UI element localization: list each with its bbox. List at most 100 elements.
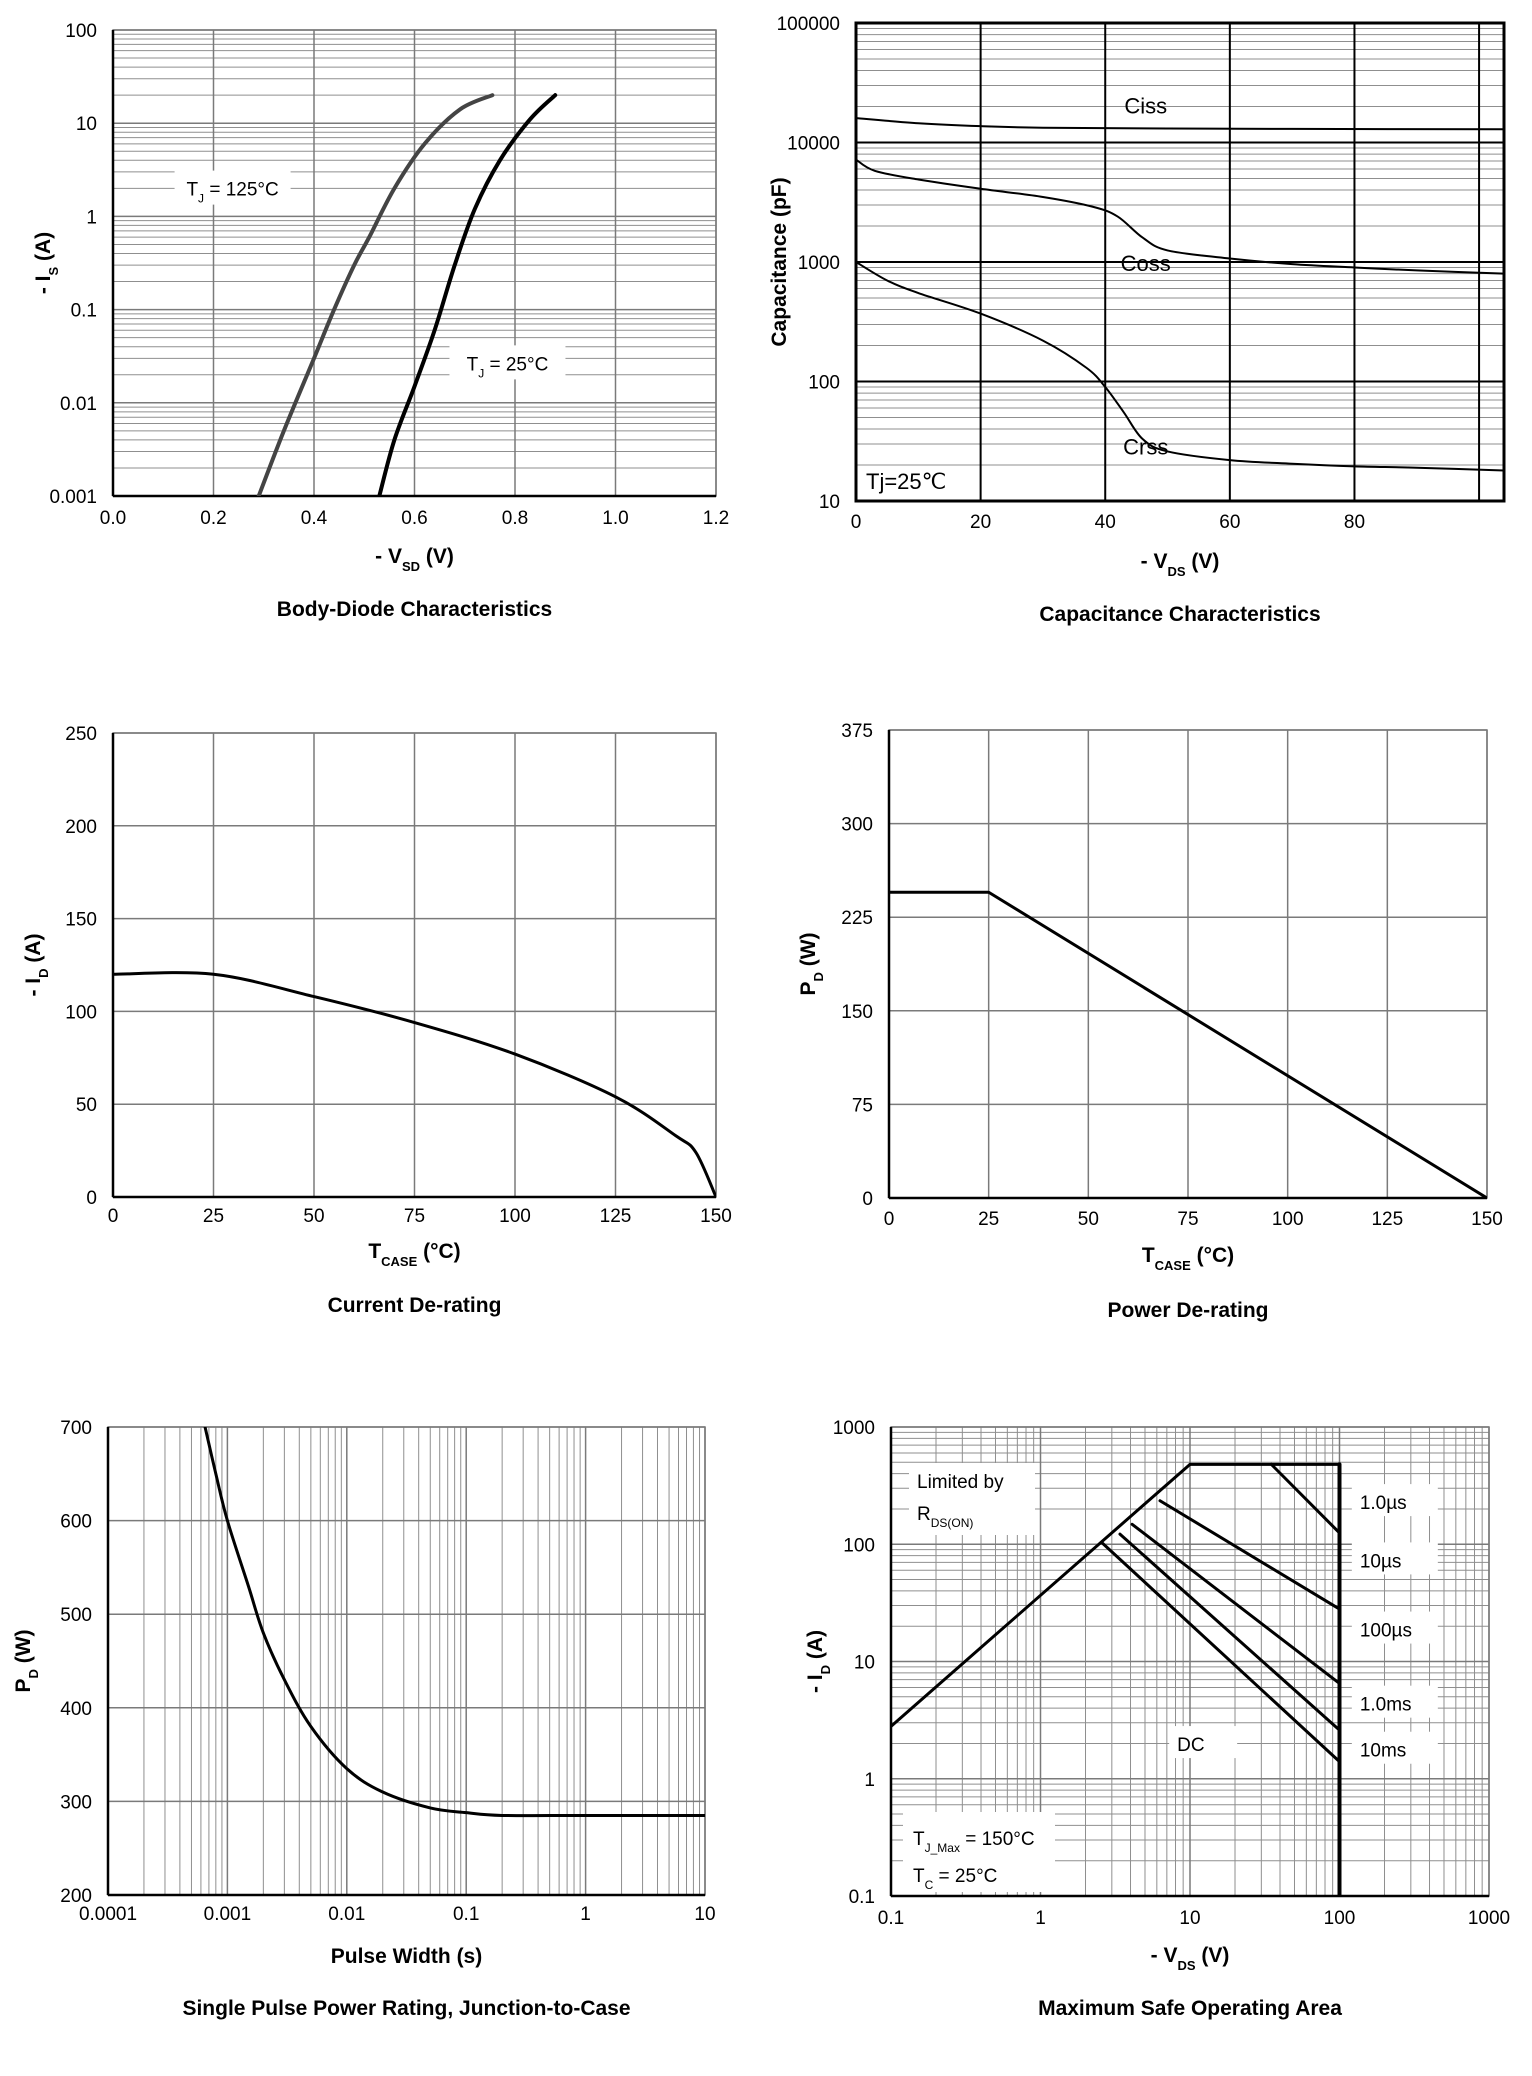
series-label: TJ = 25°C bbox=[467, 354, 549, 380]
y-tick-label: 1 bbox=[86, 207, 97, 228]
y-tick-label: 100 bbox=[808, 373, 840, 394]
conditions-box bbox=[903, 1812, 1055, 1892]
x-tick-label: 0 bbox=[108, 1206, 119, 1227]
y-tick-label: 200 bbox=[65, 817, 97, 838]
chart-title: Single Pulse Power Rating, Junction-to-C… bbox=[182, 1997, 630, 2020]
x-tick-label: 50 bbox=[303, 1206, 324, 1227]
series-labels: Ciss Coss Crss bbox=[1121, 94, 1171, 460]
x-tick-label: 0.8 bbox=[502, 508, 528, 529]
series-group bbox=[203, 1427, 705, 1818]
chart-title: Current De-rating bbox=[328, 1294, 502, 1317]
y-tick-label: 300 bbox=[841, 815, 873, 836]
x-axis-label: TCASE (°C) bbox=[1142, 1244, 1234, 1273]
x-tick-label: 60 bbox=[1219, 512, 1240, 533]
chart-capacitance: 0 20 40 60 80 10 100 1000 10000 100000 - VDS (V) Ca… bbox=[768, 14, 1506, 626]
y-tick-label: 100 bbox=[843, 1535, 875, 1556]
y-tick-label: 200 bbox=[60, 1886, 92, 1907]
y-tick-label: 1000 bbox=[798, 253, 840, 274]
x-axis-label: TCASE (°C) bbox=[368, 1240, 460, 1269]
y-tick-label: 225 bbox=[841, 908, 873, 929]
y-tick-label: 100000 bbox=[777, 14, 840, 35]
series-label: DC bbox=[1177, 1735, 1204, 1756]
series-line-10ms bbox=[1118, 1532, 1341, 1732]
x-tick-label: 25 bbox=[978, 1209, 999, 1230]
series-labels: TJ = 125°C TJ = 25°C bbox=[174, 170, 566, 380]
x-tick-label: 1.2 bbox=[703, 508, 729, 529]
y-tick-label: 100 bbox=[65, 21, 97, 42]
chart-body-diode: 0.0 0.2 0.4 0.6 0.8 1.0 1.2 0.001 0.01 0.1 1 10 100 -… bbox=[32, 21, 729, 621]
chart-title: Power De-rating bbox=[1107, 1299, 1268, 1322]
series-line-tj-25-c bbox=[377, 93, 558, 496]
x-tick-label: 100 bbox=[499, 1206, 531, 1227]
plot-area bbox=[108, 1427, 705, 1895]
series-line-dc bbox=[1101, 1541, 1341, 1764]
x-tick-label: 1 bbox=[1035, 1908, 1046, 1929]
x-tick-label: 0.1 bbox=[453, 1904, 479, 1925]
chart-single-pulse: 0.0001 0.001 0.01 0.1 1 10 200 300 400 500 600 700 P… bbox=[12, 1418, 716, 2020]
x-tick-label: 20 bbox=[970, 512, 991, 533]
chart-title: Body-Diode Characteristics bbox=[277, 598, 552, 621]
y-tick-label: 75 bbox=[852, 1095, 873, 1116]
x-tick-label: 0 bbox=[851, 512, 862, 533]
y-tick-label: 1 bbox=[864, 1770, 875, 1791]
y-tick-label: 10 bbox=[76, 114, 97, 135]
series-label: 10ms bbox=[1360, 1741, 1406, 1762]
x-tick-label: 0.0001 bbox=[79, 1904, 137, 1925]
y-tick-label: 0.01 bbox=[60, 394, 97, 415]
limited-by-box bbox=[909, 1463, 1035, 1535]
y-tick-label: 600 bbox=[60, 1512, 92, 1533]
y-axis-label: PD (W) bbox=[797, 932, 826, 995]
series-line-ciss bbox=[856, 117, 1504, 131]
x-axis-label: Pulse Width (s) bbox=[331, 1945, 482, 1968]
x-tick-label: 0.2 bbox=[200, 508, 226, 529]
x-tick-label: 75 bbox=[404, 1206, 425, 1227]
series-label: Crss bbox=[1123, 435, 1168, 460]
series-label-box bbox=[1351, 1542, 1438, 1575]
x-tick-label: 80 bbox=[1344, 512, 1365, 533]
chart-title: Maximum Safe Operating Area bbox=[1038, 1997, 1342, 2020]
y-axis-label: - IS (A) bbox=[32, 232, 61, 294]
series-line-crss bbox=[856, 261, 1504, 472]
limited-by-label: Limited by bbox=[917, 1472, 1004, 1493]
y-tick-label: 0.1 bbox=[71, 301, 97, 322]
x-tick-label: 40 bbox=[1095, 512, 1116, 533]
x-tick-label: 100 bbox=[1272, 1209, 1304, 1230]
x-tick-label: 1000 bbox=[1468, 1908, 1510, 1929]
y-tick-label: 10000 bbox=[787, 134, 840, 155]
series-label: Coss bbox=[1121, 251, 1171, 276]
grid bbox=[112, 732, 717, 1198]
x-tick-label: 50 bbox=[1078, 1209, 1099, 1230]
y-axis-label: Capacitance (pF) bbox=[768, 177, 791, 346]
series-line-10-s bbox=[1269, 1462, 1341, 1535]
chart-soa: 0.1 1 10 100 1000 0.1 1 10 100 1000 - VDS (V) - ID … bbox=[804, 1418, 1510, 2020]
series-label-box bbox=[449, 345, 566, 380]
x-tick-label: 100 bbox=[1324, 1908, 1356, 1929]
y-tick-label: 0 bbox=[862, 1189, 873, 1210]
x-tick-label: 10 bbox=[1179, 1908, 1200, 1929]
x-tick-label: 25 bbox=[203, 1206, 224, 1227]
y-tick-label: 400 bbox=[60, 1699, 92, 1720]
x-tick-label: 1.0 bbox=[602, 508, 628, 529]
y-axis-label: PD (W) bbox=[12, 1629, 41, 1692]
series-group bbox=[891, 1462, 1342, 1896]
condition-label: TJ_Max = 150°C bbox=[913, 1829, 1035, 1855]
x-tick-label: 75 bbox=[1177, 1209, 1198, 1230]
series-label: 1.0µs bbox=[1360, 1493, 1407, 1514]
chart-title: Capacitance Characteristics bbox=[1039, 603, 1320, 626]
x-axis-label: - VDS (V) bbox=[1151, 1944, 1230, 1973]
condition-label: TC = 25°C bbox=[913, 1866, 997, 1892]
series-line-tj-125-c bbox=[256, 93, 495, 496]
x-tick-label: 0 bbox=[884, 1209, 895, 1230]
y-tick-label: 0.001 bbox=[49, 487, 97, 508]
series-line-1-0ms bbox=[1130, 1522, 1341, 1685]
y-tick-label: 500 bbox=[60, 1605, 92, 1626]
series-label-box bbox=[1351, 1611, 1438, 1644]
y-tick-label: 0 bbox=[86, 1188, 97, 1209]
series-group bbox=[856, 117, 1504, 472]
series-line-s0 bbox=[113, 971, 716, 1197]
series-label-box bbox=[1169, 1726, 1238, 1759]
x-axis-label: - VDS (V) bbox=[1141, 550, 1220, 579]
series-group bbox=[889, 890, 1487, 1198]
